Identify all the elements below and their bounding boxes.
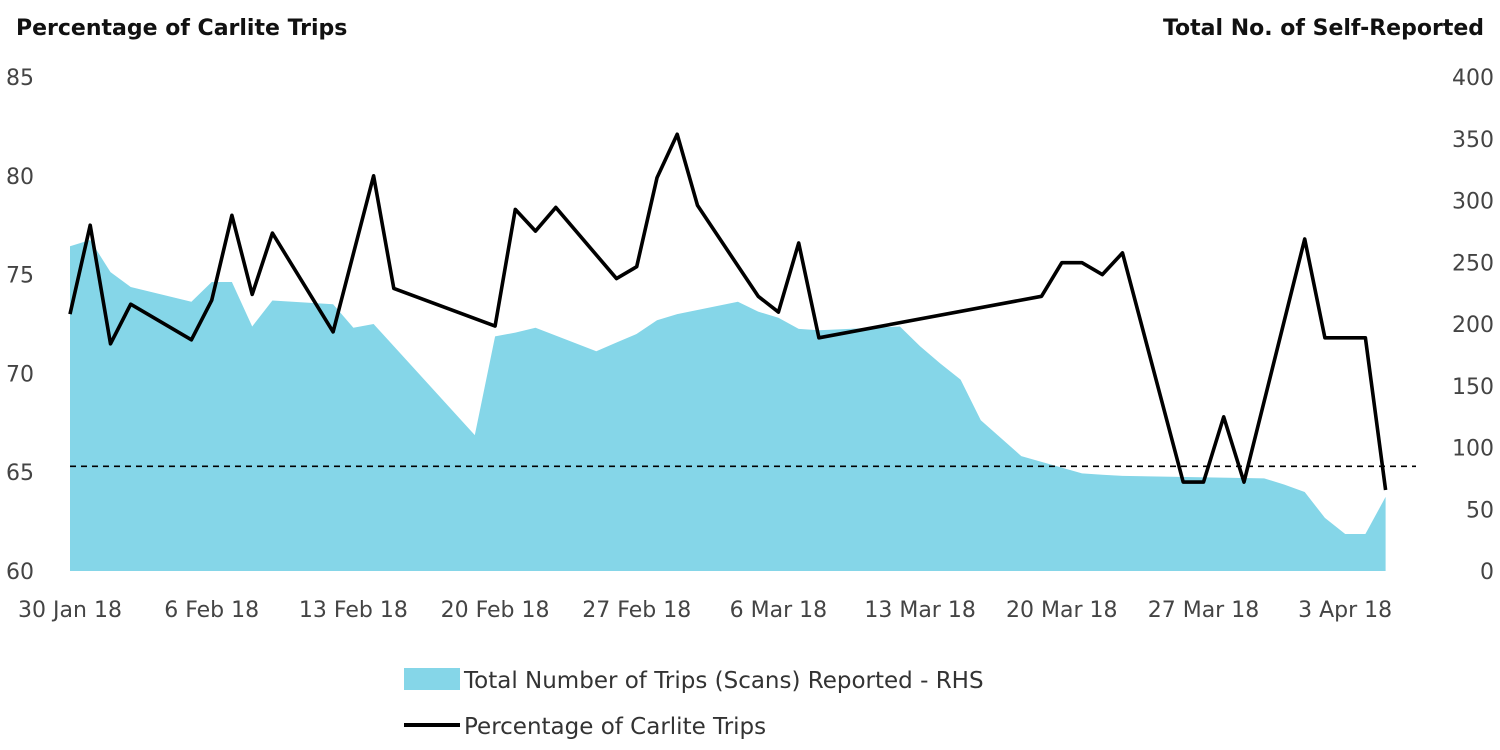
left-axis-title: Percentage of Carlite Trips xyxy=(16,16,347,41)
right-tick-label: 150 xyxy=(1452,375,1494,400)
x-tick-label: 6 Feb 18 xyxy=(164,598,259,623)
plot-area xyxy=(68,132,1416,571)
x-tick-label: 13 Mar 18 xyxy=(864,598,975,623)
x-tick-label: 20 Mar 18 xyxy=(1006,598,1117,623)
legend-swatch-area xyxy=(404,668,460,690)
legend-label-line: Percentage of Carlite Trips xyxy=(464,714,766,740)
x-tick-label: 3 Apr 18 xyxy=(1298,598,1392,623)
right-tick-label: 100 xyxy=(1452,437,1494,462)
right-tick-label: 50 xyxy=(1466,498,1494,523)
right-tick-label: 400 xyxy=(1452,66,1494,91)
legend-label-area: Total Number of Trips (Scans) Reported -… xyxy=(463,668,984,694)
x-tick-label: 27 Mar 18 xyxy=(1148,598,1259,623)
area-series-total-trips xyxy=(70,240,1386,571)
x-tick-label: 13 Feb 18 xyxy=(299,598,408,623)
x-tick-label: 30 Jan 18 xyxy=(18,598,122,623)
left-tick-label: 70 xyxy=(6,362,34,387)
left-tick-label: 80 xyxy=(6,165,34,190)
x-tick-label: 20 Feb 18 xyxy=(441,598,550,623)
right-axis: 0 50 100 150 200 250 300 350 400 xyxy=(1452,66,1494,585)
left-tick-label: 75 xyxy=(6,264,34,289)
left-tick-label: 65 xyxy=(6,461,34,486)
left-axis: 60 65 70 75 80 85 xyxy=(6,66,34,585)
x-axis: 30 Jan 18 6 Feb 18 13 Feb 18 20 Feb 18 27 Fe… xyxy=(18,598,1392,623)
x-tick-label: 6 Mar 18 xyxy=(730,598,828,623)
left-tick-label: 85 xyxy=(6,66,34,91)
legend: Total Number of Trips (Scans) Reported -… xyxy=(404,668,984,740)
line-series-carlite-percentage xyxy=(68,132,1388,491)
x-tick-label: 27 Feb 18 xyxy=(582,598,691,623)
right-tick-label: 0 xyxy=(1480,560,1494,585)
right-tick-label: 250 xyxy=(1452,251,1494,276)
right-tick-label: 200 xyxy=(1452,313,1494,338)
left-tick-label: 60 xyxy=(6,560,34,585)
right-axis-title: Total No. of Self-Reported xyxy=(1163,16,1484,41)
right-tick-label: 300 xyxy=(1452,190,1494,215)
right-tick-label: 350 xyxy=(1452,128,1494,153)
